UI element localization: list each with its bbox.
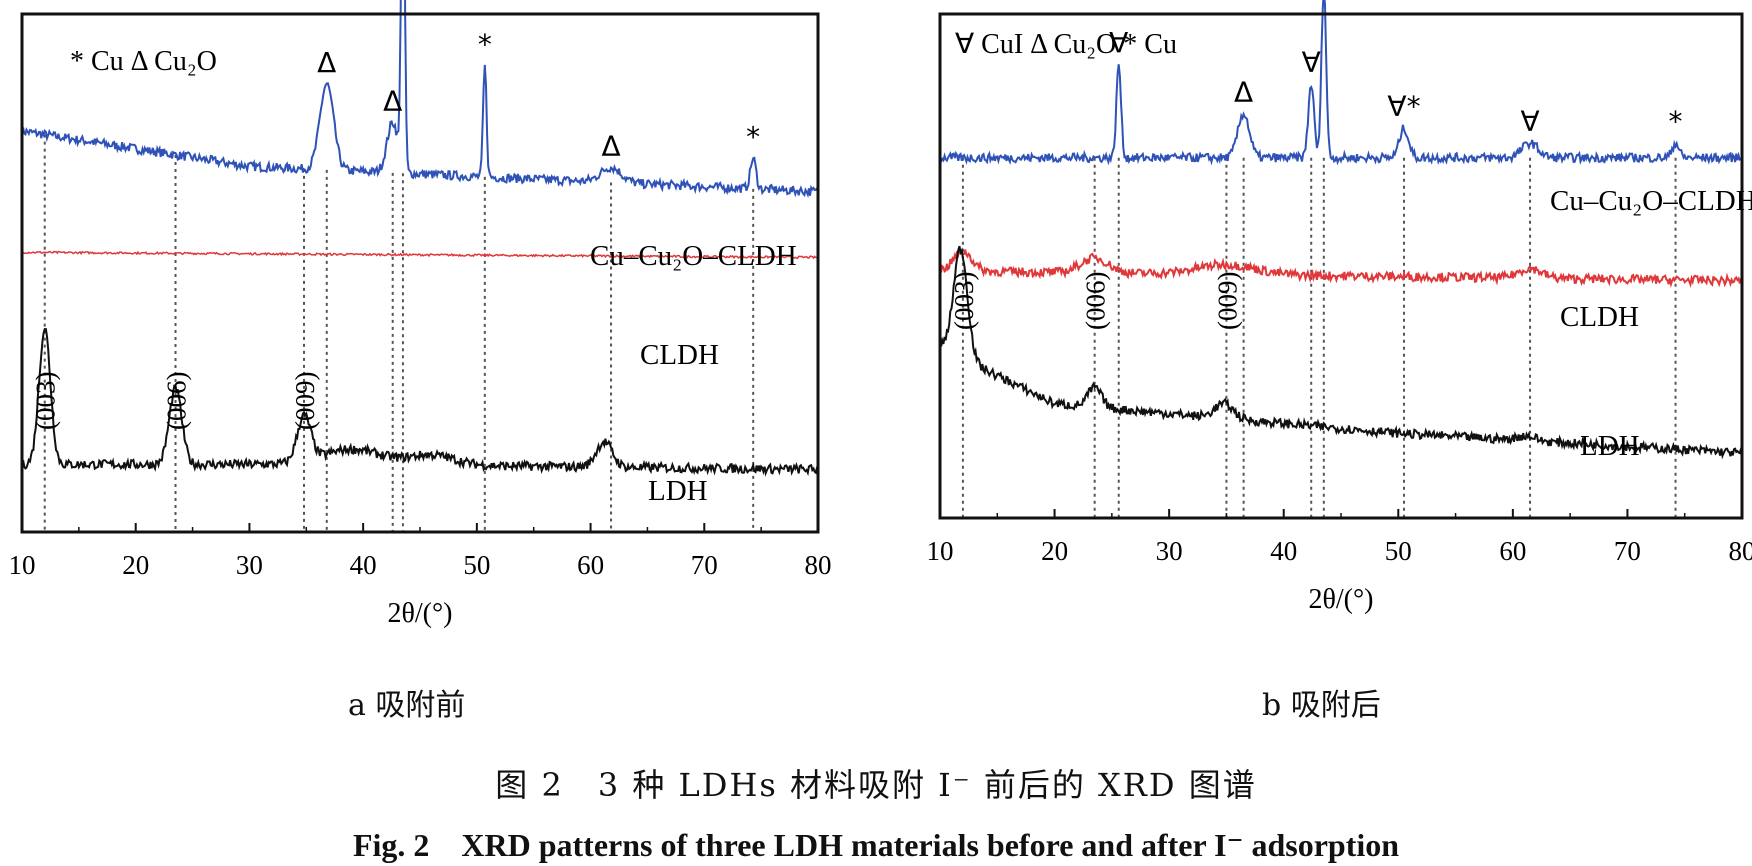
- series-line-b-cucuocldh: [940, 0, 1742, 162]
- x-tick-label-b-40: 40: [1270, 536, 1297, 566]
- series-label-a-1: CLDH: [640, 339, 719, 371]
- miller-label-b-0: (003): [949, 272, 979, 330]
- peak-marker-b-1: Δ: [1234, 75, 1253, 108]
- peak-marker-b-0: ∀: [1109, 26, 1128, 59]
- peak-marker-b-2: ∀: [1302, 46, 1321, 79]
- x-tick-label-b-30: 30: [1156, 536, 1183, 566]
- series-line-a-cucuocldh: [22, 0, 818, 196]
- series-line-b-cldh: [940, 249, 1742, 284]
- caption-en: Fig. 2 XRD patterns of three LDH materia…: [0, 820, 1752, 866]
- x-axis-label-a: 2θ/(°): [387, 598, 452, 629]
- legend-b: ∀ CuI Δ Cu₂O * Cu: [955, 29, 1177, 60]
- series-label-b-1: CLDH: [1560, 301, 1639, 333]
- x-tick-label-a-60: 60: [577, 550, 604, 580]
- series-label-b-0: Cu–Cu₂O–CLDH: [1550, 185, 1752, 217]
- miller-label-b-1: (006): [1081, 272, 1111, 330]
- x-tick-label-b-10: 10: [927, 536, 954, 566]
- caption-cn: 图 2 3 种 LDHs 材料吸附 I⁻ 前后的 XRD 图谱: [0, 760, 1752, 806]
- x-tick-label-b-60: 60: [1499, 536, 1526, 566]
- x-tick-label-a-20: 20: [122, 550, 149, 580]
- miller-label-a-2: (009): [290, 372, 320, 430]
- x-tick-label-a-80: 80: [805, 550, 832, 580]
- peak-marker-a-5: *: [746, 121, 760, 154]
- x-axis-label-b: 2θ/(°): [1308, 584, 1373, 615]
- miller-label-b-2: (009): [1212, 272, 1242, 330]
- panel-b-label: b 吸附后: [1262, 680, 1381, 724]
- x-tick-label-a-10: 10: [9, 550, 36, 580]
- x-tick-label-a-40: 40: [350, 550, 377, 580]
- miller-label-a-0: (003): [31, 372, 61, 430]
- series-label-b-2: LDH: [1580, 430, 1640, 462]
- peak-marker-b-5: ∀: [1520, 105, 1539, 138]
- x-tick-label-b-80: 80: [1729, 536, 1752, 566]
- x-tick-label-a-70: 70: [691, 550, 718, 580]
- peak-marker-a-1: Δ: [383, 84, 402, 117]
- peak-marker-b-6: *: [1669, 105, 1683, 138]
- peak-marker-b-4: ∀*: [1387, 90, 1420, 123]
- miller-label-a-1: (006): [162, 372, 192, 430]
- series-label-a-0: Cu–Cu₂O–CLDH: [590, 240, 797, 272]
- series-label-a-2: LDH: [648, 475, 708, 507]
- x-tick-label-a-30: 30: [236, 550, 263, 580]
- panel-a-label: a 吸附前: [348, 680, 465, 724]
- x-tick-label-a-50: 50: [463, 550, 490, 580]
- x-tick-label-b-20: 20: [1041, 536, 1068, 566]
- legend-a: * Cu Δ Cu₂O: [70, 46, 217, 77]
- peak-marker-a-4: Δ: [601, 129, 620, 162]
- peak-marker-a-0: Δ: [317, 46, 336, 79]
- peak-marker-a-3: *: [478, 28, 492, 61]
- x-tick-label-b-70: 70: [1614, 536, 1641, 566]
- x-tick-label-b-50: 50: [1385, 536, 1412, 566]
